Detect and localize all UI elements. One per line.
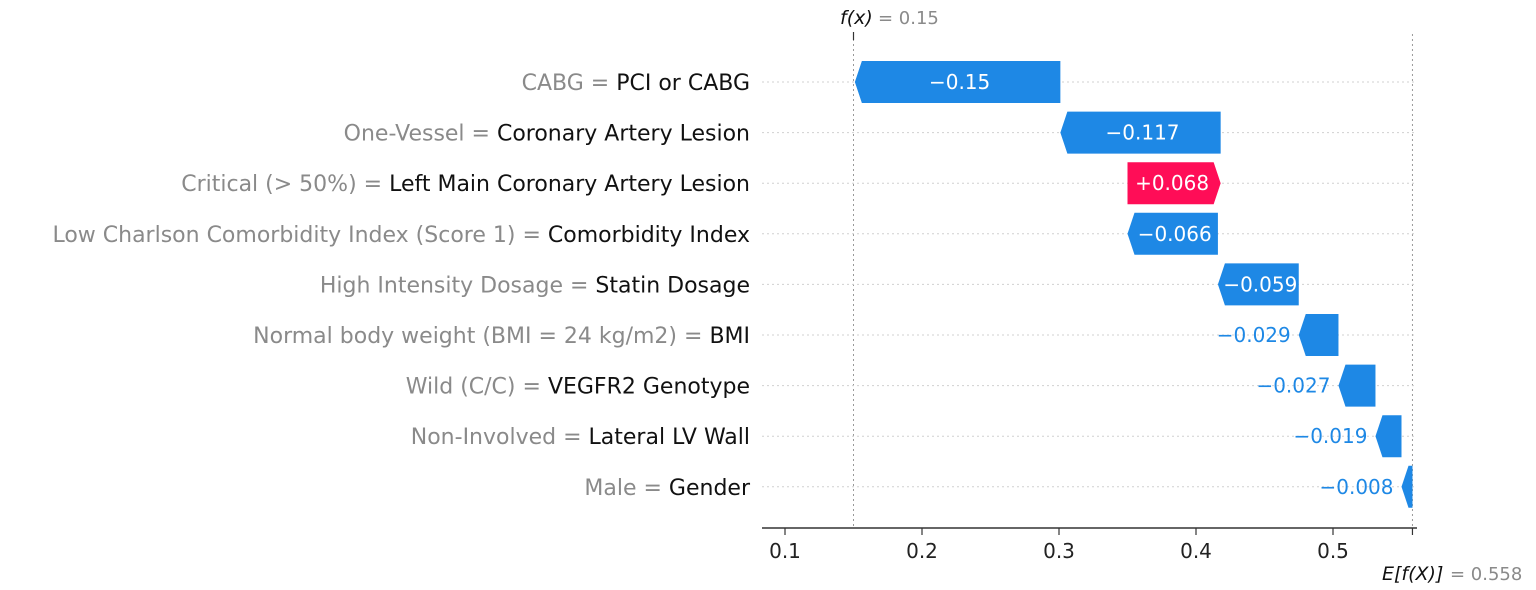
feature-value-text: Low Charlson Comorbidity Index (Score 1)…: [52, 223, 547, 248]
shap-value-label: −0.027: [1256, 374, 1330, 398]
feature-label: Low Charlson Comorbidity Index (Score 1)…: [52, 223, 750, 248]
fx-value-label: = 0.15: [878, 8, 939, 29]
x-tick-label: 0.3: [1043, 539, 1075, 563]
feature-value-text: One-Vessel =: [344, 122, 497, 147]
negative-shap-bar: [1338, 364, 1376, 407]
negative-shap-bar: [1375, 415, 1402, 458]
shap-value-label: −0.029: [1217, 323, 1291, 347]
feature-name-text: Comorbidity Index: [548, 223, 750, 248]
feature-value-text: Wild (C/C) =: [406, 375, 548, 400]
x-tick-label: 0.5: [1317, 539, 1349, 563]
feature-name-text: BMI: [709, 324, 750, 349]
shap-value-label: −0.066: [1138, 222, 1212, 246]
feature-label: Critical (> 50%) = Left Main Coronary Ar…: [181, 172, 750, 197]
shap-value-label: +0.068: [1135, 171, 1209, 195]
negative-shap-bar: [1060, 111, 1221, 154]
x-tick-label: 0.4: [1180, 539, 1212, 563]
feature-label: Male = Gender: [584, 476, 751, 501]
feature-label: High Intensity Dosage = Statin Dosage: [320, 273, 750, 298]
feature-value-text: CABG =: [522, 71, 617, 96]
feature-label: Normal body weight (BMI = 24 kg/m2) = BM…: [253, 324, 750, 349]
feature-label: Wild (C/C) = VEGFR2 Genotype: [406, 375, 750, 400]
negative-shap-bar: [1298, 314, 1339, 356]
bars-layer: [854, 61, 1413, 508]
x-tick-label: 0.2: [906, 539, 938, 563]
feature-value-text: High Intensity Dosage =: [320, 273, 596, 298]
positive-shap-bar: [1127, 162, 1221, 205]
feature-name-text: Gender: [669, 476, 751, 501]
feature-value-text: Normal body weight (BMI = 24 kg/m2) =: [253, 324, 709, 349]
shap-value-label: −0.117: [1106, 121, 1180, 145]
negative-shap-bar: [1401, 465, 1413, 508]
feature-name-text: Coronary Artery Lesion: [497, 122, 750, 147]
base-value-label: E[f(X)]: [1382, 563, 1443, 585]
feature-value-text: Critical (> 50%) =: [181, 172, 389, 197]
grid-layer: [762, 34, 1417, 528]
base-value-text: = 0.558: [1450, 564, 1522, 585]
feature-name-text: Statin Dosage: [595, 273, 750, 298]
negative-shap-bar: [854, 61, 1061, 103]
feature-label: CABG = PCI or CABG: [522, 71, 750, 96]
feature-name-text: Lateral LV Wall: [589, 425, 750, 450]
shap-value-label: −0.15: [929, 70, 990, 94]
labels-layer: CABG = PCI or CABG −0.15 One-Vessel = Coro…: [52, 70, 1393, 501]
x-tick-label: 0.1: [769, 539, 801, 563]
negative-shap-bar: [1217, 263, 1299, 306]
negative-shap-bar: [1127, 212, 1218, 255]
feature-name-text: Left Main Coronary Artery Lesion: [389, 172, 750, 197]
feature-label: Non-Involved = Lateral LV Wall: [411, 425, 750, 450]
feature-name-text: PCI or CABG: [616, 71, 750, 96]
shap-value-label: −0.059: [1223, 272, 1297, 296]
feature-name-text: VEGFR2 Genotype: [548, 375, 750, 400]
shap-value-label: −0.008: [1319, 475, 1393, 499]
x-axis: 0.1 0.2 0.3 0.4 0.5: [762, 32, 1417, 563]
feature-value-text: Male =: [584, 476, 669, 501]
shap-value-label: −0.019: [1293, 424, 1367, 448]
feature-value-text: Non-Involved =: [411, 425, 589, 450]
fx-label: f(x): [840, 7, 873, 29]
feature-label: One-Vessel = Coronary Artery Lesion: [344, 122, 750, 147]
